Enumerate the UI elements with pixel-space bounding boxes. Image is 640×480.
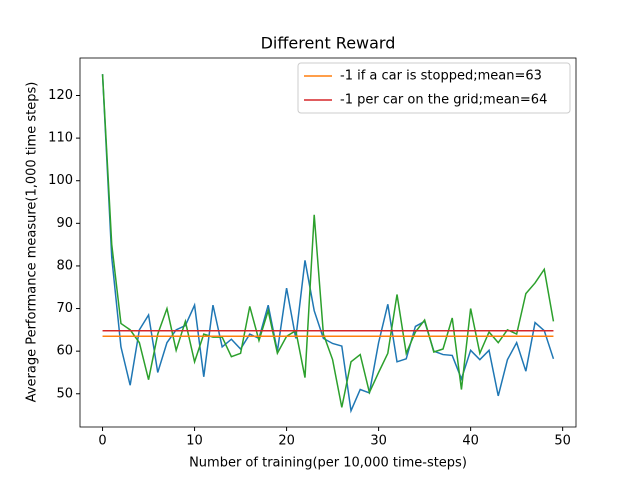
y-tick-label: 100 [48,173,73,188]
plot-frame [79,57,577,428]
x-tick-label: 40 [462,434,479,449]
y-tick-label: 60 [56,344,73,359]
y-tick-label: 110 [48,131,73,146]
y-tick-label: 90 [56,216,73,231]
x-tick-label: 50 [554,434,571,449]
x-axis-label: Number of training(per 10,000 time-steps… [189,456,467,471]
x-tick-label: 30 [370,434,387,449]
y-tick-label: 50 [56,386,73,401]
x-tick-label: 0 [98,434,106,449]
chart-title: Different Reward [261,34,396,53]
x-tick-label: 10 [186,434,203,449]
legend-label: -1 if a car is stopped;mean=63 [340,69,542,84]
y-tick-label: 120 [48,88,73,103]
y-tick-label: 80 [56,258,73,273]
y-tick-label: 70 [56,301,73,316]
legend-label: -1 per car on the grid;mean=64 [340,93,547,108]
y-axis-label: Average Performance measure(1,000 time s… [25,82,40,403]
legend-box [297,62,571,114]
x-tick-label: 20 [278,434,295,449]
series-line [101,74,555,408]
series-line [101,74,555,414]
